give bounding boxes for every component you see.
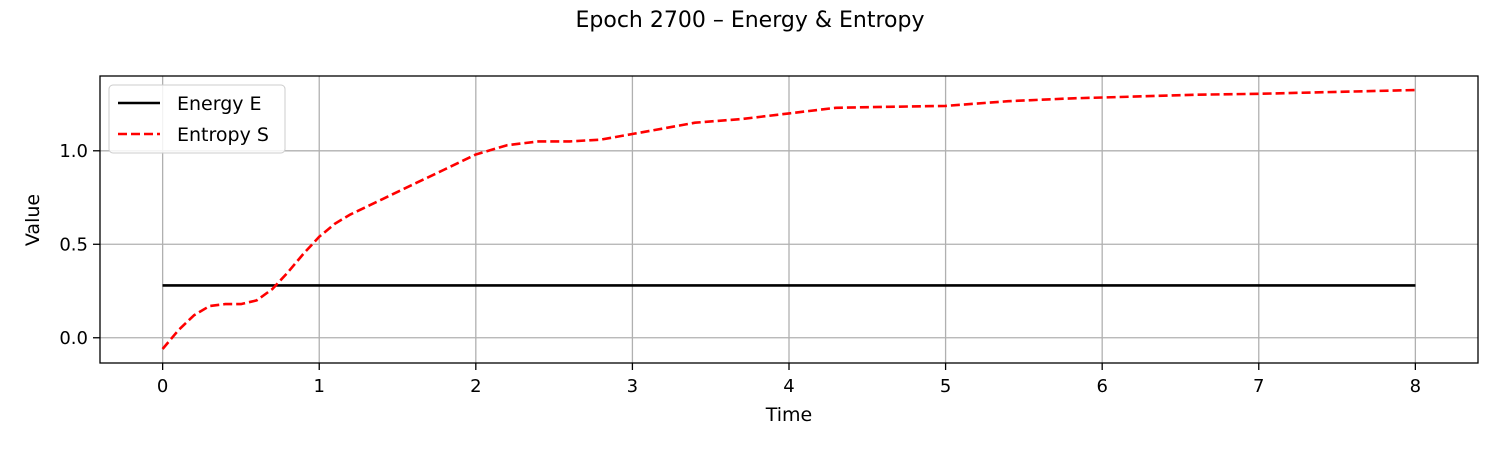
x-tick-label: 1 [314, 376, 325, 397]
axis-ticks: 0 1 2 3 4 5 6 7 8 0.0 0.5 1.0 [59, 141, 1421, 397]
y-tick-label: 0.0 [59, 328, 88, 349]
x-tick-label: 3 [627, 376, 638, 397]
x-tick-label: 2 [470, 376, 481, 397]
series-lines [161, 88, 1416, 350]
x-tick-label: 7 [1253, 376, 1264, 397]
x-tick-label: 5 [940, 376, 951, 397]
y-axis-label: Value [22, 194, 44, 246]
chart-title: Epoch 2700 – Energy & Entropy [576, 8, 925, 33]
y-tick-label: 0.5 [59, 234, 88, 255]
x-axis-label: Time [765, 404, 813, 426]
x-tick-label: 6 [1096, 376, 1107, 397]
plot-area-frame [99, 75, 1479, 364]
y-tick-label: 1.0 [59, 141, 88, 162]
x-tick-label: 0 [157, 376, 168, 397]
x-tick-label: 8 [1410, 376, 1421, 397]
legend-label-energy: Energy E [177, 93, 262, 115]
x-tick-label: 4 [783, 376, 794, 397]
legend-label-entropy: Entropy S [177, 124, 269, 146]
legend: Energy E Entropy S [108, 84, 286, 154]
series-line-entropy [161, 88, 1416, 350]
grid-lines [100, 76, 1478, 363]
